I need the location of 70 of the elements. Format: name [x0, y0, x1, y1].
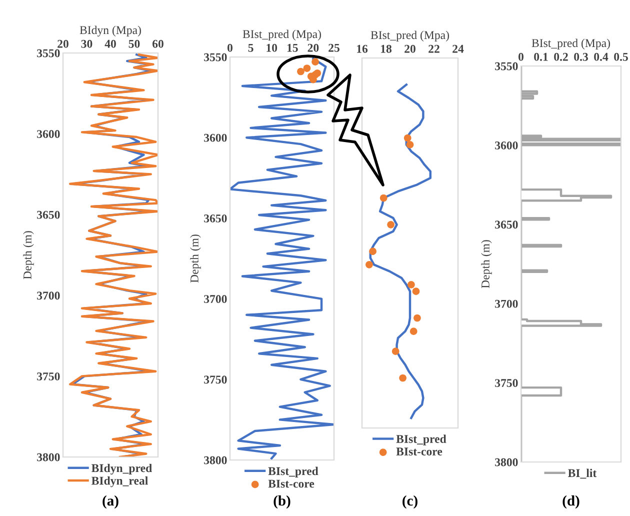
x-axis-title: BIdyn (Mpa) — [80, 26, 141, 37]
y-tick-label: 3700 — [204, 295, 227, 304]
y-tick-label: 3650 — [204, 214, 227, 222]
x-tick-label: 20 — [58, 40, 68, 48]
y-tick-label: 3650 — [495, 220, 518, 229]
y-tick-label: 3700 — [37, 292, 60, 300]
x-tick-label: 20 — [404, 44, 416, 53]
x-tick-label: 0.4 — [594, 52, 608, 61]
x-axis-title: BIst_pred (Mpa) — [532, 38, 610, 50]
legend-label: BIst_pred — [268, 466, 318, 478]
text: (c) — [402, 495, 418, 509]
y-tick-label: 3700 — [495, 300, 518, 308]
x-tick-label: 5 — [248, 44, 254, 52]
legend-label: BIst_pred — [396, 434, 446, 446]
x-tick-label: 16 — [357, 44, 368, 53]
y-tick-label: 3600 — [495, 141, 518, 150]
point — [412, 288, 420, 296]
y-axis-title: Depth (m) — [190, 234, 201, 283]
y-tick-label: 3650 — [37, 210, 60, 219]
legend-label: BIst-core — [396, 448, 442, 456]
x-tick-label: 0.3 — [574, 52, 588, 61]
y-tick-label: 3600 — [37, 130, 60, 138]
y-tick-label: 3800 — [204, 456, 227, 464]
x-tick-label: 18 — [381, 44, 392, 53]
x-axis-title: BIst_pred (Mpa) — [242, 30, 321, 40]
x-tick-label: 60 — [152, 40, 164, 48]
point — [414, 314, 421, 322]
y-tick-label: 3600 — [204, 134, 227, 142]
point — [399, 374, 406, 382]
x-tick-label: 0.1 — [534, 52, 548, 61]
y-tick-label: 3550 — [495, 62, 518, 70]
point — [380, 194, 388, 202]
y-tick-label: 3750 — [204, 376, 227, 384]
x-axis-title: BIst_pred (Mpa) — [370, 30, 449, 42]
x-tick-label: 24 — [452, 44, 464, 53]
x-tick-label: 40 — [104, 40, 116, 48]
point — [408, 280, 415, 288]
x-tick-label: 30 — [81, 40, 92, 48]
point — [404, 134, 412, 142]
x-tick-label: 10 — [266, 44, 278, 52]
x-tick-label: 15 — [287, 44, 298, 52]
x-tick-label: 0 — [518, 52, 524, 61]
y-tick-label: 3550 — [204, 53, 227, 62]
x-tick-label: 0 — [228, 44, 232, 52]
legend-label: BIdyn_pred — [92, 464, 152, 475]
y-tick-label: 3800 — [495, 458, 518, 466]
legend-label: BIdyn_real — [92, 476, 148, 488]
y-tick-label: 3550 — [37, 49, 60, 58]
y-tick-label: 3800 — [37, 453, 60, 462]
x-tick-label: 50 — [128, 40, 140, 48]
point — [366, 260, 373, 268]
point — [406, 140, 414, 148]
y-tick-label: 3750 — [495, 379, 518, 388]
point — [369, 248, 376, 256]
text: (d) — [562, 495, 580, 509]
x-tick-label: 22 — [428, 44, 440, 53]
point — [392, 348, 400, 356]
y-axis-title: Depth (m) — [23, 231, 34, 280]
x-tick-label: 0.5 — [614, 52, 628, 61]
y-axis-title: Depth (m) — [481, 240, 492, 288]
x-tick-label: 20 — [308, 44, 319, 52]
y-tick-label: 3750 — [37, 372, 60, 380]
text: (a) — [102, 495, 118, 509]
x-tick-label: 25 — [328, 44, 340, 52]
legend-label: BIst-core — [268, 480, 314, 488]
point — [410, 328, 418, 336]
legend-label: BI_lit — [568, 468, 597, 479]
text: (b) — [274, 495, 290, 509]
x-tick-label: 0.2 — [554, 52, 568, 61]
point — [387, 220, 394, 228]
